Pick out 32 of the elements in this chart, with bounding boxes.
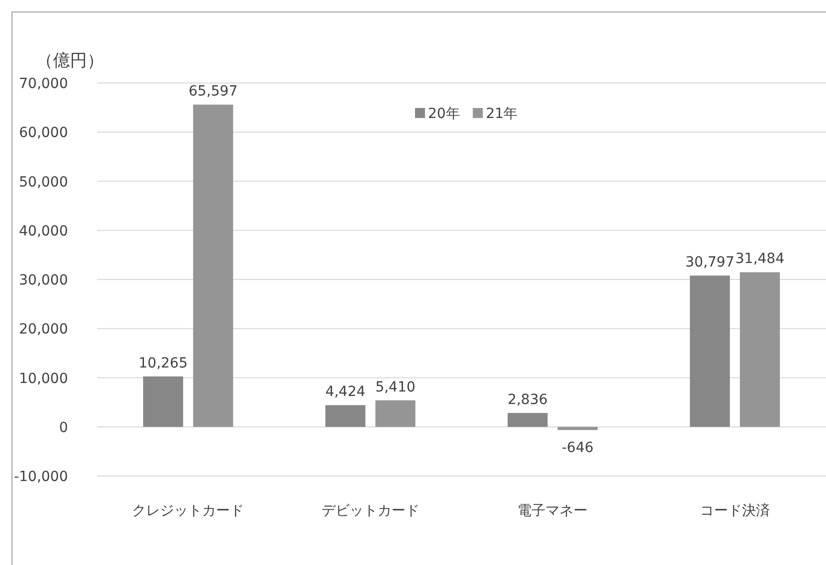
data-label: 4,424 <box>325 384 366 400</box>
legend-label: 21年 <box>486 106 518 122</box>
y-axis-title: （億円） <box>36 51 104 71</box>
bar <box>558 426 598 430</box>
x-tick-label: コード決済 <box>700 503 770 519</box>
y-tick-label: 0 <box>59 420 68 436</box>
x-tick-label: クレジットカード <box>132 503 244 519</box>
data-label: 2,836 <box>508 392 548 408</box>
bar <box>508 412 548 427</box>
data-label: 5,410 <box>375 379 416 396</box>
y-tick-label: 60,000 <box>19 125 68 142</box>
legend-label: 20年 <box>428 106 460 122</box>
y-tick-label: 70,000 <box>19 76 68 92</box>
x-tick-label: 電子マネー <box>518 503 588 519</box>
bar <box>325 405 366 427</box>
bar <box>143 376 184 427</box>
data-label: 10,265 <box>138 355 188 372</box>
data-label: 31,484 <box>735 251 784 268</box>
y-tick-label: 20,000 <box>19 322 68 338</box>
y-tick-label: -10,000 <box>14 469 68 485</box>
bar <box>740 272 780 427</box>
y-tick-label: 50,000 <box>19 174 68 190</box>
x-tick-label: デビットカード <box>321 503 420 519</box>
data-label: -646 <box>562 440 594 456</box>
bar <box>690 276 730 427</box>
bar <box>375 400 416 427</box>
y-tick-label: 30,000 <box>19 272 68 288</box>
bar <box>193 104 234 427</box>
data-label: 65,597 <box>188 84 238 100</box>
data-label: 30,797 <box>685 254 734 271</box>
y-tick-label: 40,000 <box>19 223 68 240</box>
y-tick-label: 10,000 <box>19 370 68 387</box>
